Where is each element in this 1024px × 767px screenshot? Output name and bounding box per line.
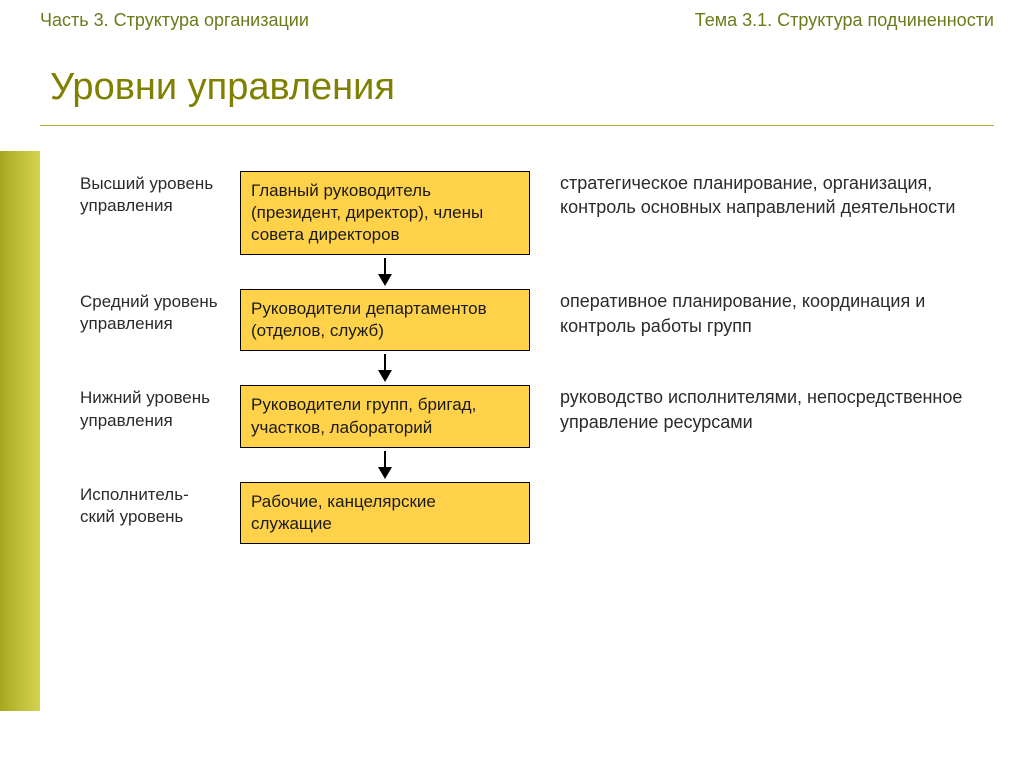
levels-diagram: Высший уровень управления Главный руково…	[80, 171, 994, 711]
title-underline	[40, 125, 994, 126]
level-box: Руководители департаментов (отделов, слу…	[240, 289, 530, 351]
level-row: Средний уровень управления Руководители …	[80, 289, 994, 351]
level-row: Высший уровень управления Главный руково…	[80, 171, 994, 255]
accent-bar	[0, 151, 40, 711]
arrow-row	[80, 351, 994, 385]
page-title: Уровни управления	[50, 66, 994, 115]
level-label: Средний уровень управления	[80, 289, 220, 335]
content-area: Высший уровень управления Главный руково…	[40, 171, 994, 711]
level-label: Исполнитель-ский уровень	[80, 482, 220, 528]
header-bar: Часть 3. Структура организации Тема 3.1.…	[40, 10, 994, 31]
level-label: Высший уровень управления	[80, 171, 220, 217]
level-box: Руководители групп, бригад, участков, ла…	[240, 385, 530, 447]
arrow-row	[80, 448, 994, 482]
level-box: Главный руководитель (президент, директо…	[240, 171, 530, 255]
level-box: Рабочие, канцелярские служащие	[240, 482, 530, 544]
level-desc: руководство исполнителями, непосредствен…	[550, 385, 994, 434]
arrow-down-icon	[378, 451, 392, 479]
header-right: Тема 3.1. Структура подчиненности	[695, 10, 994, 31]
level-row: Исполнитель-ский уровень Рабочие, канцел…	[80, 482, 994, 544]
slide: Часть 3. Структура организации Тема 3.1.…	[0, 0, 1024, 767]
arrow-down-icon	[378, 258, 392, 286]
header-left: Часть 3. Структура организации	[40, 10, 309, 31]
arrow-down-icon	[378, 354, 392, 382]
arrow-row	[80, 255, 994, 289]
level-desc: оперативное планирование, координация и …	[550, 289, 994, 338]
level-label: Нижний уровень управления	[80, 385, 220, 431]
level-row: Нижний уровень управления Руководители г…	[80, 385, 994, 447]
level-desc: стратегическое планирование, организация…	[550, 171, 994, 220]
